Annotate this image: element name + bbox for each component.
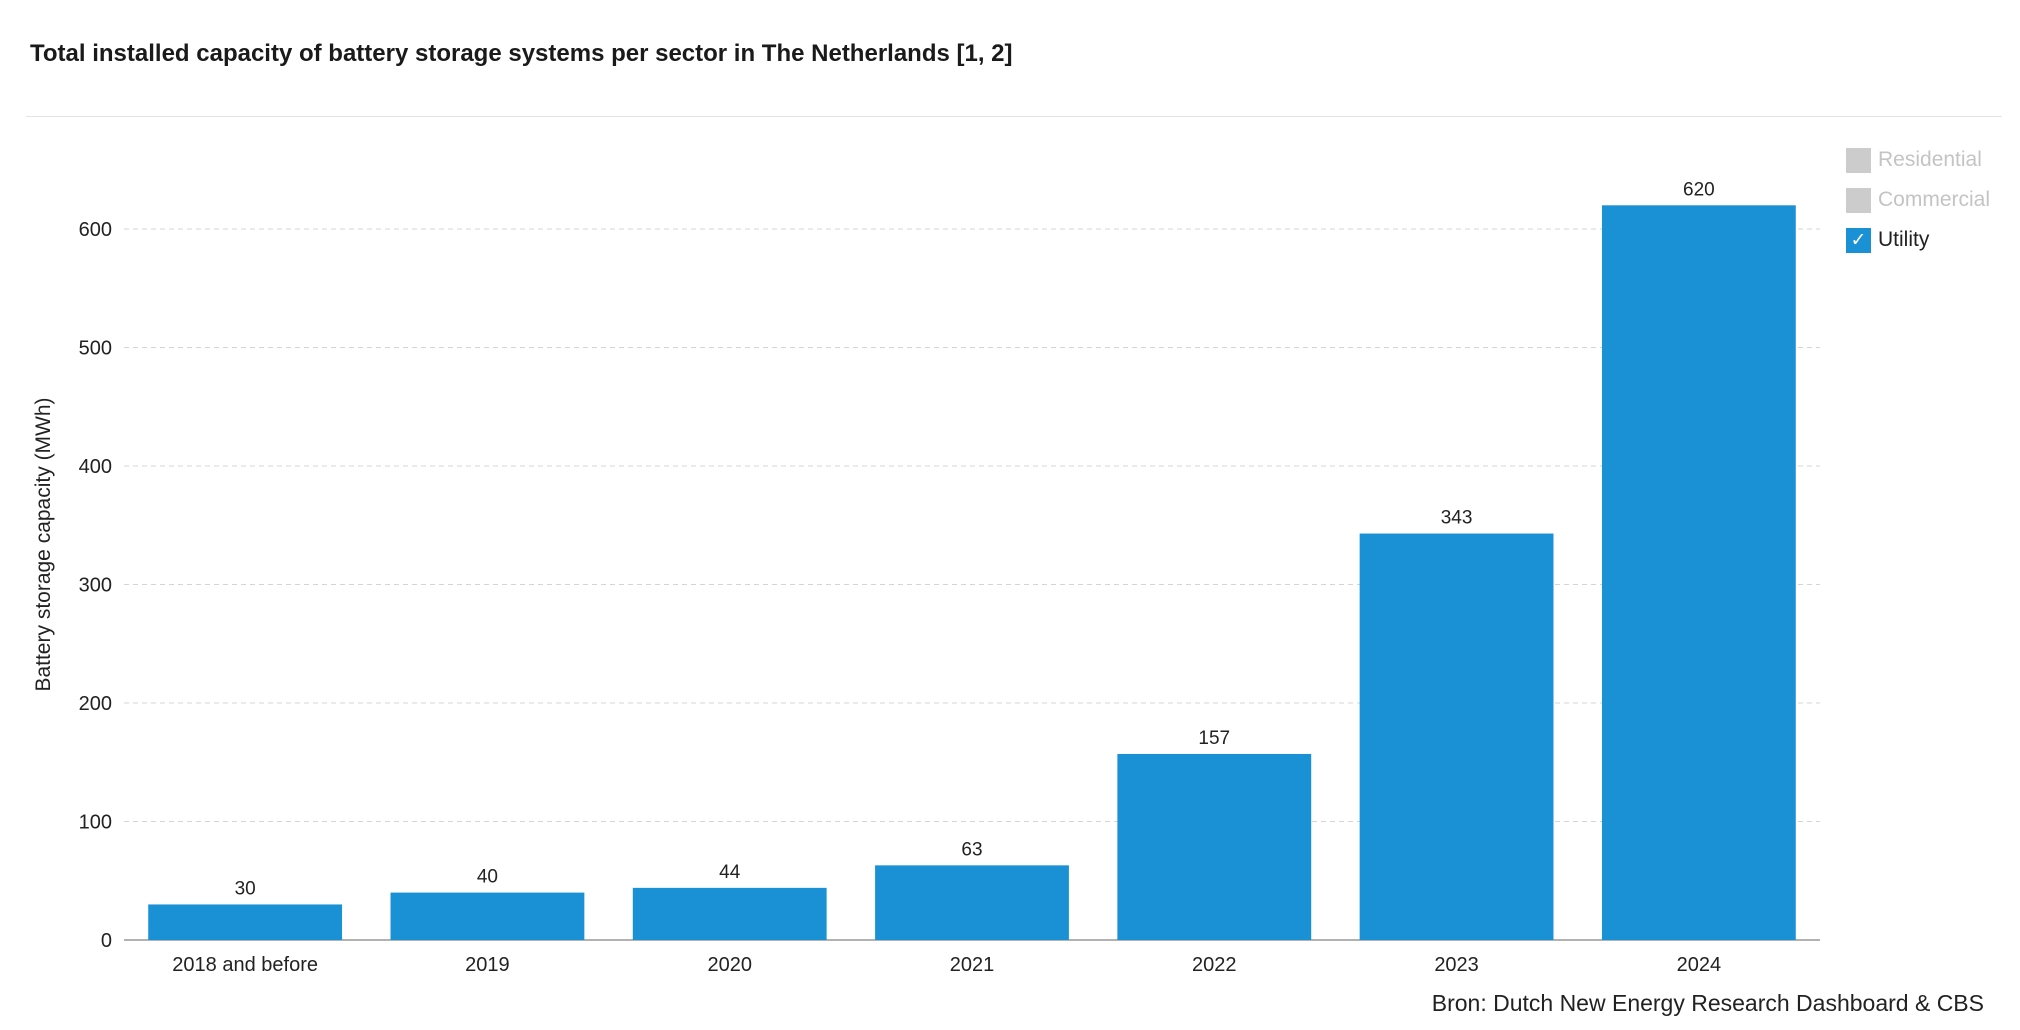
x-tick-label: 2018 and before bbox=[172, 954, 318, 976]
legend-label: Residential bbox=[1878, 148, 1982, 171]
y-axis-title: Battery storage capacity (MWh) bbox=[32, 397, 55, 691]
bar bbox=[390, 892, 585, 940]
y-tick-label: 300 bbox=[79, 575, 112, 597]
y-tick-label: 200 bbox=[79, 693, 112, 715]
data-label: 157 bbox=[1198, 728, 1230, 749]
x-tick-label: 2024 bbox=[1677, 954, 1722, 976]
title-divider bbox=[26, 116, 2002, 117]
bar bbox=[1359, 533, 1554, 940]
bar bbox=[1601, 205, 1796, 941]
bar bbox=[632, 887, 827, 940]
legend-checkbox-residential[interactable] bbox=[1846, 147, 1871, 173]
legend-checkbox-commercial[interactable] bbox=[1846, 187, 1871, 213]
x-tick-label: 2020 bbox=[707, 954, 752, 976]
data-label: 44 bbox=[719, 862, 741, 883]
legend-item-utility[interactable]: ✓ Utility bbox=[1846, 220, 1990, 260]
y-tick-label: 0 bbox=[101, 930, 112, 952]
x-tick-label: 2019 bbox=[465, 954, 510, 976]
legend: Residential Commercial ✓ Utility bbox=[1846, 140, 1990, 260]
legend-item-residential[interactable]: Residential bbox=[1846, 140, 1990, 180]
bar bbox=[875, 865, 1069, 940]
data-label: 620 bbox=[1683, 179, 1715, 200]
data-label: 30 bbox=[235, 878, 256, 899]
data-label: 343 bbox=[1441, 508, 1473, 529]
y-tick-label: 600 bbox=[79, 219, 112, 241]
bar bbox=[148, 904, 343, 940]
bar bbox=[1117, 753, 1312, 940]
source-note: Bron: Dutch New Energy Research Dashboar… bbox=[1431, 990, 1984, 1016]
data-label: 40 bbox=[477, 867, 498, 888]
chart-title: Total installed capacity of battery stor… bbox=[30, 40, 1013, 67]
data-label: 63 bbox=[961, 839, 982, 860]
y-tick-label: 400 bbox=[79, 456, 112, 478]
y-tick-label: 100 bbox=[79, 812, 112, 834]
legend-label: Utility bbox=[1878, 228, 1930, 251]
legend-item-commercial[interactable]: Commercial bbox=[1846, 180, 1990, 220]
checkmark-icon: ✓ bbox=[1850, 229, 1867, 251]
x-tick-label: 2023 bbox=[1434, 954, 1479, 976]
x-tick-label: 2022 bbox=[1192, 954, 1237, 976]
legend-checkbox-utility[interactable]: ✓ bbox=[1846, 227, 1871, 253]
y-tick-label: 500 bbox=[79, 338, 112, 360]
x-tick-label: 2021 bbox=[950, 954, 995, 976]
legend-label: Commercial bbox=[1878, 188, 1991, 211]
